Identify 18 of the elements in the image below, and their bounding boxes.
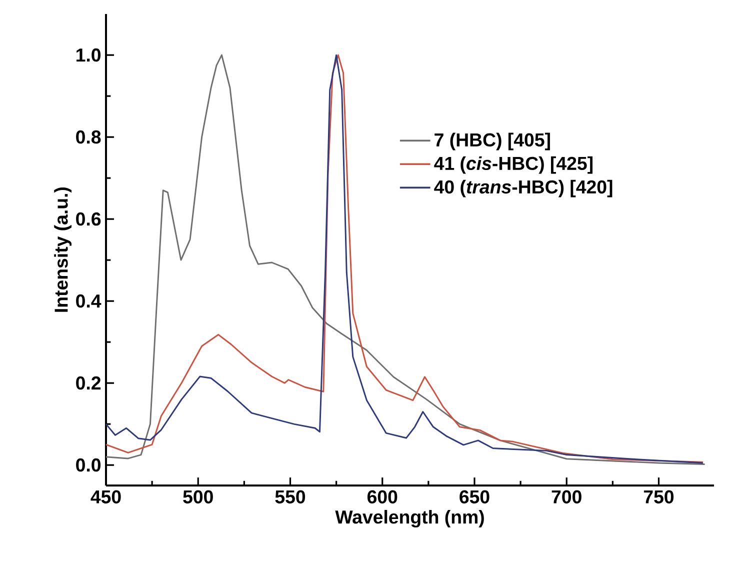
- x-tick-label: 450: [90, 490, 121, 504]
- y-tick-label: 0.0: [76, 458, 101, 472]
- y-tick-label: 0.6: [76, 212, 101, 226]
- x-axis-title: Wavelength (nm): [335, 510, 484, 528]
- x-tick-label: 700: [552, 490, 582, 504]
- legend-label: 40 (trans-HBC) [420]: [434, 180, 612, 198]
- x-tick-label: 600: [367, 490, 398, 504]
- x-tick-label: 500: [183, 490, 213, 504]
- y-tick-label: 0.4: [76, 294, 102, 308]
- x-tick-label: 550: [275, 490, 306, 504]
- x-tick-label: 750: [644, 490, 674, 504]
- y-tick-label: 0.8: [76, 130, 101, 144]
- y-axis-title: Intensity (a.u.): [54, 187, 72, 312]
- x-tick-label: 650: [460, 490, 490, 504]
- legend-label: 41 (cis-HBC) [425]: [434, 156, 592, 174]
- y-tick-label: 1.0: [76, 48, 101, 62]
- y-tick-label: 0.2: [76, 376, 101, 390]
- legend-label: 7 (HBC) [405]: [434, 132, 550, 150]
